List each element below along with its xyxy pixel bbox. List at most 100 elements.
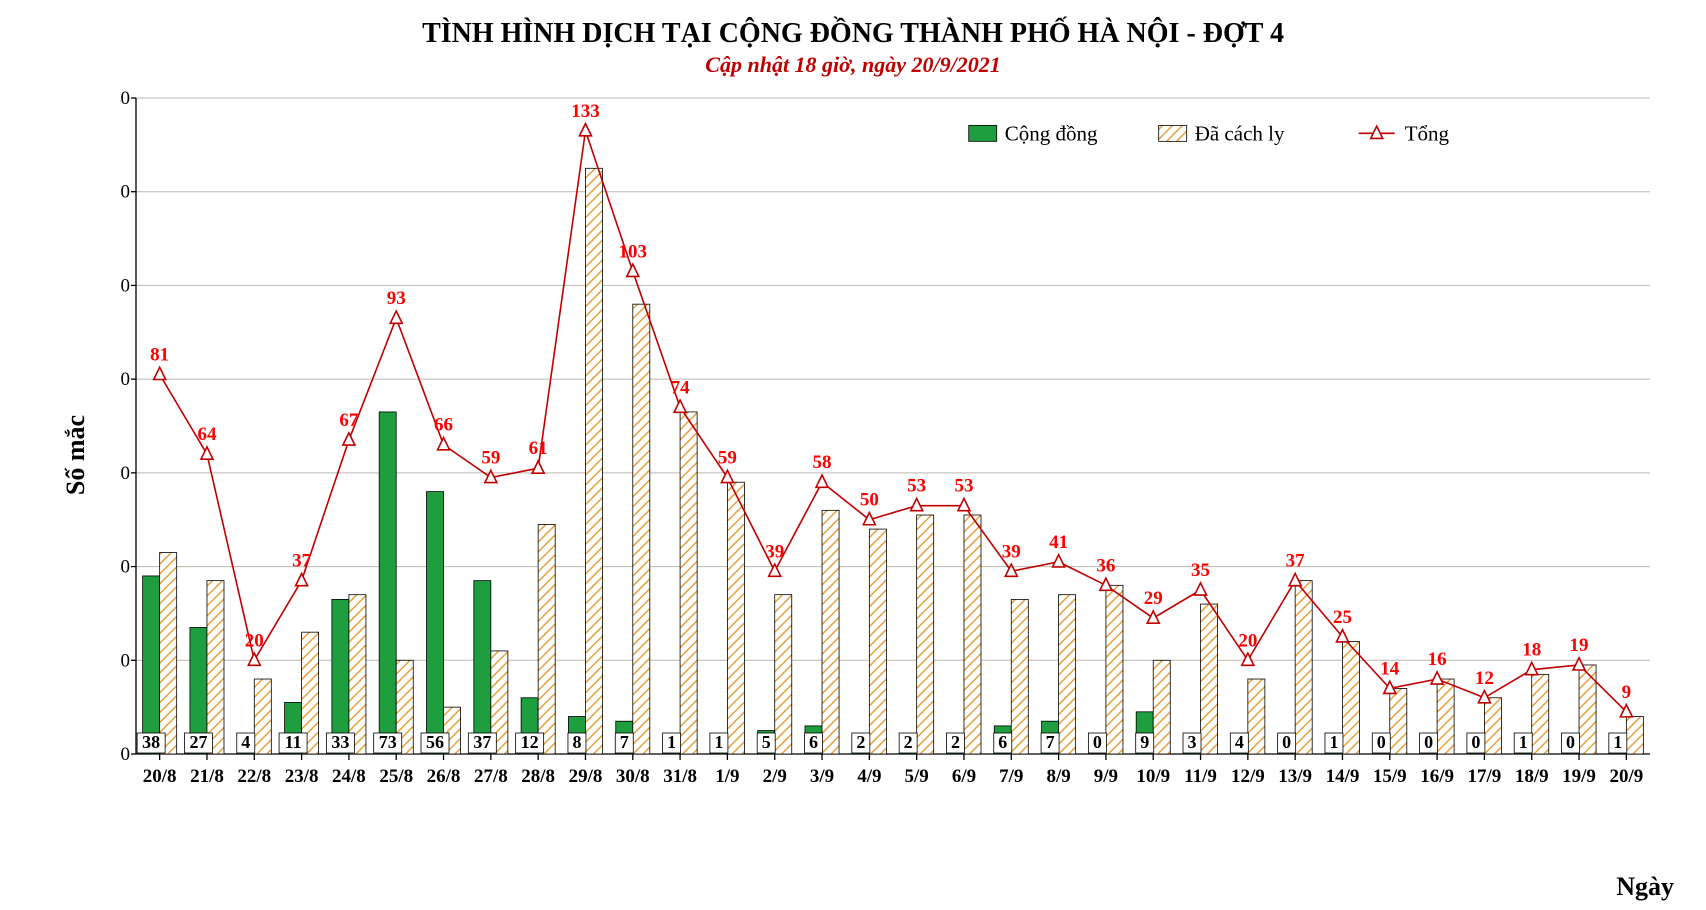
- x-tick-label: 18/9: [1515, 766, 1549, 787]
- data-label-solid: 5: [762, 732, 771, 752]
- legend-swatch-solid: [969, 125, 997, 141]
- marker-triangle: [296, 573, 308, 585]
- data-label-total: 67: [339, 410, 359, 431]
- data-label-solid: 0: [1093, 732, 1102, 752]
- data-label-total: 39: [1002, 541, 1021, 562]
- marker-triangle: [1053, 555, 1065, 567]
- data-label-total: 25: [1333, 607, 1352, 628]
- data-label-total: 9: [1622, 682, 1632, 703]
- bar-hatch: [1390, 688, 1407, 754]
- x-tick-label: 9/9: [1094, 766, 1118, 787]
- data-label-total: 19: [1570, 635, 1589, 656]
- marker-triangle: [816, 475, 828, 487]
- data-label-solid: 1: [1613, 732, 1622, 752]
- marker-triangle: [343, 433, 355, 445]
- bar-hatch: [1532, 674, 1549, 754]
- data-label-total: 58: [813, 452, 832, 473]
- marker-triangle: [532, 461, 544, 473]
- data-label-total: 16: [1428, 649, 1447, 670]
- data-label-total: 20: [245, 630, 264, 651]
- legend-label-solid: Cộng đồng: [1005, 121, 1098, 145]
- marker-triangle: [1195, 583, 1207, 595]
- bar-hatch: [1153, 660, 1170, 754]
- x-tick-label: 23/8: [285, 766, 319, 787]
- bar-hatch: [585, 168, 602, 754]
- bar-hatch: [680, 412, 697, 754]
- svg-text:80: 80: [120, 369, 130, 390]
- data-label-total: 133: [571, 101, 600, 122]
- data-label-total: 20: [1238, 630, 1257, 651]
- y-axis-label: Số mắc: [61, 415, 91, 495]
- marker-triangle: [769, 564, 781, 576]
- data-label-total: 41: [1049, 532, 1068, 553]
- x-tick-label: 25/8: [379, 766, 413, 787]
- bar-solid: [332, 599, 349, 754]
- data-label-total: 39: [765, 541, 784, 562]
- data-label-total: 50: [860, 490, 879, 511]
- marker-triangle: [1100, 578, 1112, 590]
- marker-triangle: [627, 264, 639, 276]
- bar-hatch: [207, 581, 224, 754]
- marker-triangle: [1147, 611, 1159, 623]
- data-label-total: 66: [434, 415, 453, 436]
- x-tick-label: 13/9: [1278, 766, 1312, 787]
- svg-text:40: 40: [120, 557, 130, 578]
- bar-hatch: [727, 482, 744, 754]
- svg-text:120: 120: [120, 182, 130, 203]
- data-label-solid: 6: [998, 732, 1007, 752]
- bar-hatch: [964, 515, 981, 754]
- data-label-solid: 8: [572, 732, 581, 752]
- x-tick-label: 27/8: [474, 766, 508, 787]
- data-label-total: 37: [292, 551, 312, 572]
- data-label-total: 35: [1191, 560, 1210, 581]
- data-label-solid: 2: [951, 732, 960, 752]
- data-label-solid: 4: [1235, 732, 1244, 752]
- data-label-solid: 73: [379, 732, 397, 752]
- bar-hatch: [160, 553, 177, 754]
- x-tick-label: 16/9: [1420, 766, 1454, 787]
- chart-container: TÌNH HÌNH DỊCH TẠI CỘNG ĐỒNG THÀNH PHỐ H…: [0, 0, 1706, 910]
- data-label-solid: 0: [1566, 732, 1575, 752]
- bar-hatch: [775, 595, 792, 754]
- chart-svg: 0204060801001201408164203767936659611331…: [120, 88, 1660, 808]
- bar-hatch: [1437, 679, 1454, 754]
- x-tick-label: 11/9: [1184, 766, 1217, 787]
- bar-hatch: [1295, 581, 1312, 754]
- x-tick-label: 21/8: [190, 766, 224, 787]
- data-label-solid: 0: [1282, 732, 1291, 752]
- data-label-solid: 2: [856, 732, 865, 752]
- data-label-total: 59: [481, 448, 500, 469]
- data-label-solid: 0: [1471, 732, 1480, 752]
- x-tick-label: 20/9: [1609, 766, 1643, 787]
- data-label-solid: 1: [667, 732, 676, 752]
- x-tick-label: 10/9: [1136, 766, 1170, 787]
- svg-text:100: 100: [120, 275, 130, 296]
- x-tick-label: 31/8: [663, 766, 697, 787]
- bar-solid: [426, 492, 443, 754]
- data-label-solid: 56: [426, 732, 444, 752]
- marker-triangle: [154, 367, 166, 379]
- marker-triangle: [248, 653, 260, 665]
- marker-triangle: [390, 311, 402, 323]
- data-label-solid: 4: [241, 732, 250, 752]
- marker-triangle: [1431, 672, 1443, 684]
- x-tick-label: 26/8: [427, 766, 461, 787]
- bar-hatch: [869, 529, 886, 754]
- data-label-total: 36: [1096, 555, 1115, 576]
- bar-hatch: [254, 679, 271, 754]
- x-tick-label: 22/8: [237, 766, 271, 787]
- data-label-solid: 9: [1140, 732, 1149, 752]
- data-label-solid: 33: [331, 732, 349, 752]
- marker-triangle: [1573, 658, 1585, 670]
- data-label-total: 81: [150, 344, 169, 365]
- x-tick-label: 1/9: [715, 766, 739, 787]
- bar-hatch: [1011, 599, 1028, 754]
- x-tick-label: 29/8: [569, 766, 603, 787]
- bar-hatch: [1484, 698, 1501, 754]
- x-tick-label: 7/9: [999, 766, 1023, 787]
- x-tick-label: 24/8: [332, 766, 366, 787]
- x-tick-label: 2/9: [763, 766, 787, 787]
- marker-triangle: [1620, 705, 1632, 717]
- data-label-total: 53: [954, 476, 973, 497]
- data-label-total: 59: [718, 448, 737, 469]
